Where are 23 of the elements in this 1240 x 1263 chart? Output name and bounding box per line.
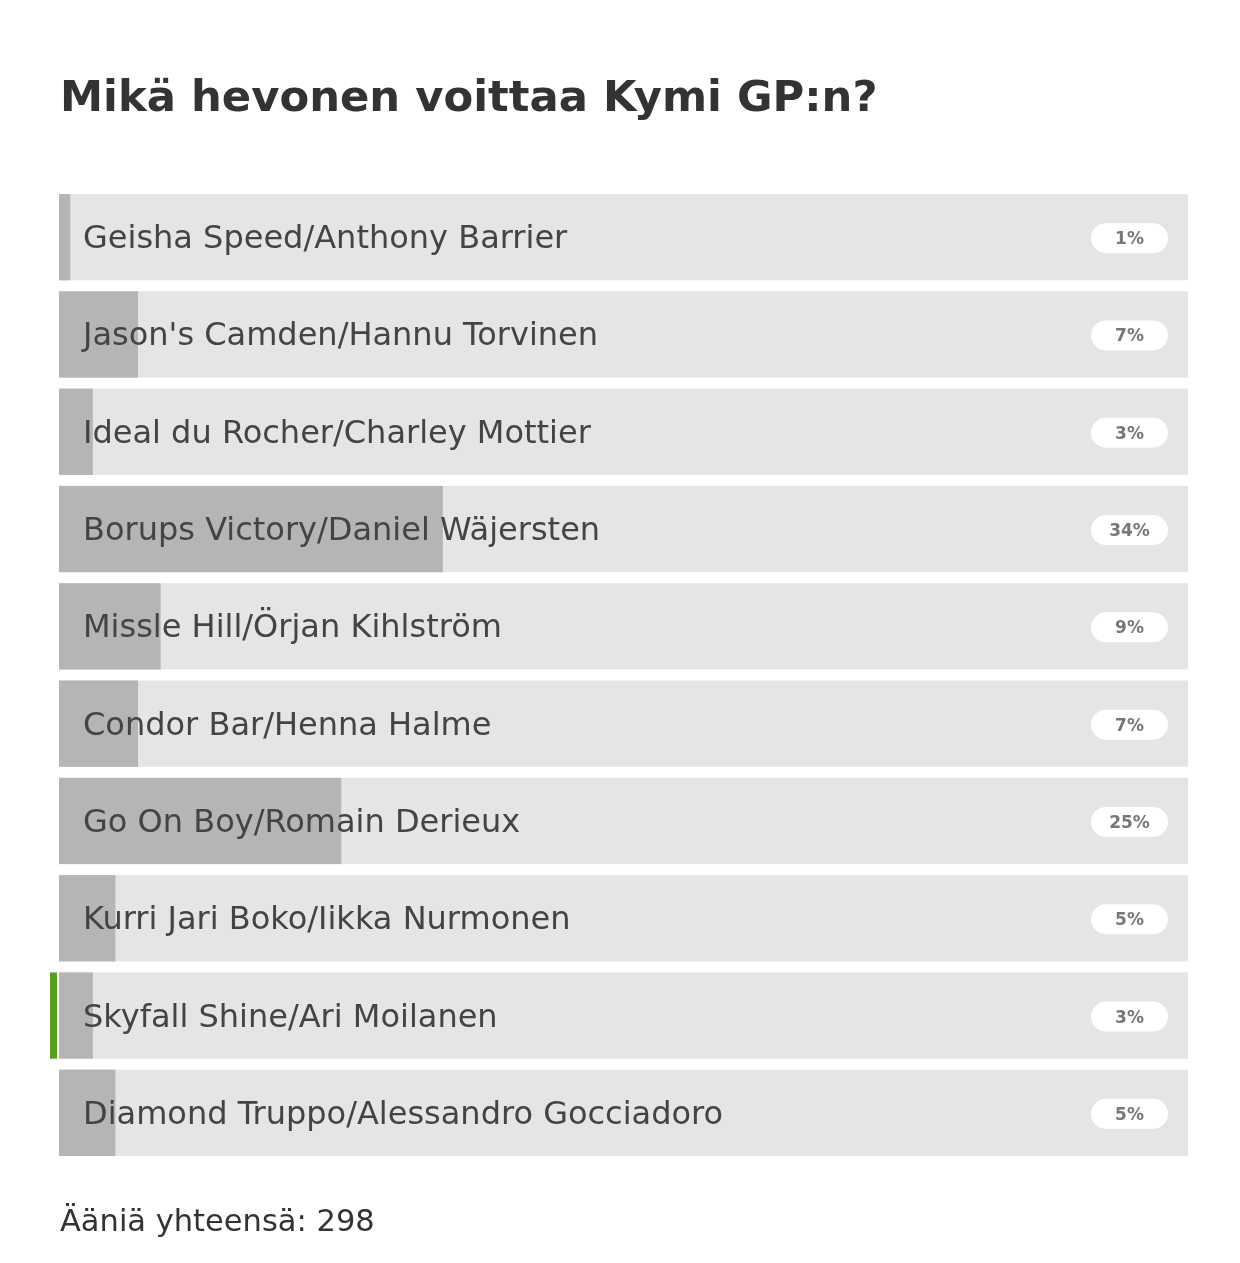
data-label: 5% <box>1115 1103 1144 1124</box>
data-label: 7% <box>1115 714 1144 735</box>
data-label: 9% <box>1115 617 1144 638</box>
data-label: 25% <box>1109 811 1150 832</box>
text: Ääniä yhteensä: 298 <box>60 1203 375 1238</box>
data-label: 3% <box>1115 422 1144 443</box>
y-tick-label: Diamond Truppo/Alessandro Gocciadoro <box>83 1093 724 1132</box>
y-tick-label: Borups Victory/Daniel Wäjersten <box>83 510 601 549</box>
data-label: 1% <box>1115 228 1144 249</box>
y-tick-label: Jason's Camden/Hannu Torvinen <box>81 315 599 354</box>
chart-title: Mikä hevonen voittaa Kymi GP:n? <box>60 71 878 121</box>
data-label: 7% <box>1115 325 1144 346</box>
data-label: 3% <box>1115 1006 1144 1027</box>
y-tick-label: Ideal du Rocher/Charley Mottier <box>83 412 592 451</box>
data-label: 34% <box>1109 520 1150 541</box>
y-tick-label: Skyfall Shine/Ari Moilanen <box>83 996 498 1035</box>
data-label: 5% <box>1115 909 1144 930</box>
bar <box>59 194 71 281</box>
y-tick-label: Missle Hill/Örjan Kihlström <box>83 607 502 646</box>
y-tick-label: Condor Bar/Henna Halme <box>83 704 492 743</box>
y-tick-label: Geisha Speed/Anthony Barrier <box>83 218 569 257</box>
y-tick-label: Kurri Jari Boko/Iikka Nurmonen <box>83 899 571 938</box>
y-tick-label: Go On Boy/Romain Derieux <box>83 801 521 840</box>
